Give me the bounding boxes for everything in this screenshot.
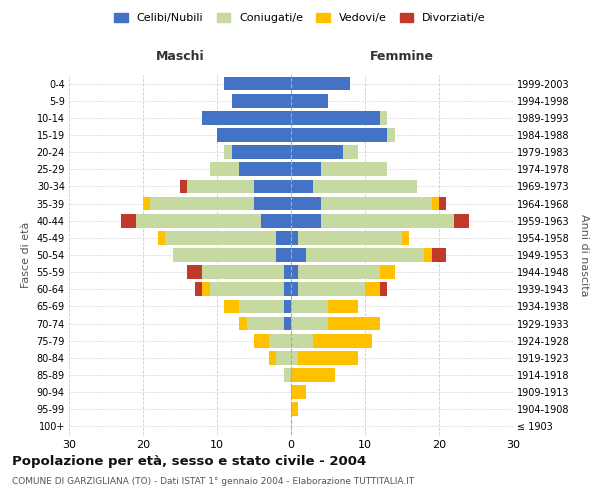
- Text: Popolazione per età, sesso e stato civile - 2004: Popolazione per età, sesso e stato civil…: [12, 455, 366, 468]
- Bar: [313, 180, 417, 194]
- Bar: [224, 146, 232, 159]
- Bar: [209, 162, 239, 176]
- Bar: [291, 266, 298, 279]
- Bar: [121, 214, 136, 228]
- Bar: [269, 334, 291, 347]
- Y-axis label: Anni di nascita: Anni di nascita: [580, 214, 589, 296]
- Bar: [291, 162, 320, 176]
- Bar: [291, 334, 313, 347]
- Bar: [291, 196, 320, 210]
- Bar: [380, 111, 387, 124]
- Bar: [454, 214, 469, 228]
- Bar: [284, 316, 291, 330]
- Bar: [217, 128, 291, 142]
- Bar: [254, 196, 291, 210]
- Bar: [173, 248, 276, 262]
- Bar: [298, 231, 402, 244]
- Bar: [276, 231, 291, 244]
- Bar: [291, 128, 387, 142]
- Bar: [158, 231, 165, 244]
- Bar: [291, 94, 328, 108]
- Bar: [284, 368, 291, 382]
- Bar: [291, 282, 298, 296]
- Bar: [262, 214, 291, 228]
- Bar: [143, 196, 151, 210]
- Bar: [328, 300, 358, 314]
- Bar: [365, 282, 380, 296]
- Bar: [209, 282, 284, 296]
- Bar: [187, 180, 254, 194]
- Bar: [284, 266, 291, 279]
- Bar: [298, 266, 380, 279]
- Bar: [291, 76, 350, 90]
- Bar: [224, 76, 291, 90]
- Bar: [306, 248, 424, 262]
- Bar: [232, 146, 291, 159]
- Bar: [284, 282, 291, 296]
- Bar: [291, 214, 320, 228]
- Bar: [320, 162, 387, 176]
- Bar: [291, 231, 298, 244]
- Bar: [298, 282, 365, 296]
- Bar: [269, 351, 276, 364]
- Bar: [291, 146, 343, 159]
- Bar: [291, 316, 328, 330]
- Bar: [187, 266, 202, 279]
- Bar: [424, 248, 431, 262]
- Bar: [284, 300, 291, 314]
- Bar: [247, 316, 284, 330]
- Bar: [291, 248, 306, 262]
- Bar: [239, 316, 247, 330]
- Bar: [165, 231, 276, 244]
- Bar: [202, 266, 284, 279]
- Bar: [151, 196, 254, 210]
- Bar: [320, 196, 431, 210]
- Text: COMUNE DI GARZIGLIANA (TO) - Dati ISTAT 1° gennaio 2004 - Elaborazione TUTTITALI: COMUNE DI GARZIGLIANA (TO) - Dati ISTAT …: [12, 478, 414, 486]
- Bar: [402, 231, 409, 244]
- Text: Femmine: Femmine: [370, 50, 434, 62]
- Bar: [232, 94, 291, 108]
- Bar: [439, 196, 446, 210]
- Bar: [291, 368, 335, 382]
- Bar: [276, 248, 291, 262]
- Bar: [387, 128, 395, 142]
- Text: Maschi: Maschi: [155, 50, 205, 62]
- Bar: [180, 180, 187, 194]
- Bar: [291, 180, 313, 194]
- Bar: [380, 266, 395, 279]
- Legend: Celibi/Nubili, Coniugati/e, Vedovi/e, Divorziati/e: Celibi/Nubili, Coniugati/e, Vedovi/e, Di…: [110, 8, 490, 28]
- Bar: [431, 196, 439, 210]
- Bar: [313, 334, 373, 347]
- Bar: [239, 162, 291, 176]
- Bar: [195, 282, 202, 296]
- Bar: [291, 111, 380, 124]
- Bar: [291, 386, 306, 399]
- Bar: [343, 146, 358, 159]
- Bar: [239, 300, 284, 314]
- Y-axis label: Fasce di età: Fasce di età: [21, 222, 31, 288]
- Bar: [380, 282, 387, 296]
- Bar: [291, 300, 328, 314]
- Bar: [202, 282, 209, 296]
- Bar: [328, 316, 380, 330]
- Bar: [276, 351, 291, 364]
- Bar: [202, 111, 291, 124]
- Bar: [298, 351, 358, 364]
- Bar: [136, 214, 262, 228]
- Bar: [291, 402, 298, 416]
- Bar: [254, 180, 291, 194]
- Bar: [431, 248, 446, 262]
- Bar: [291, 351, 298, 364]
- Bar: [254, 334, 269, 347]
- Bar: [224, 300, 239, 314]
- Bar: [320, 214, 454, 228]
